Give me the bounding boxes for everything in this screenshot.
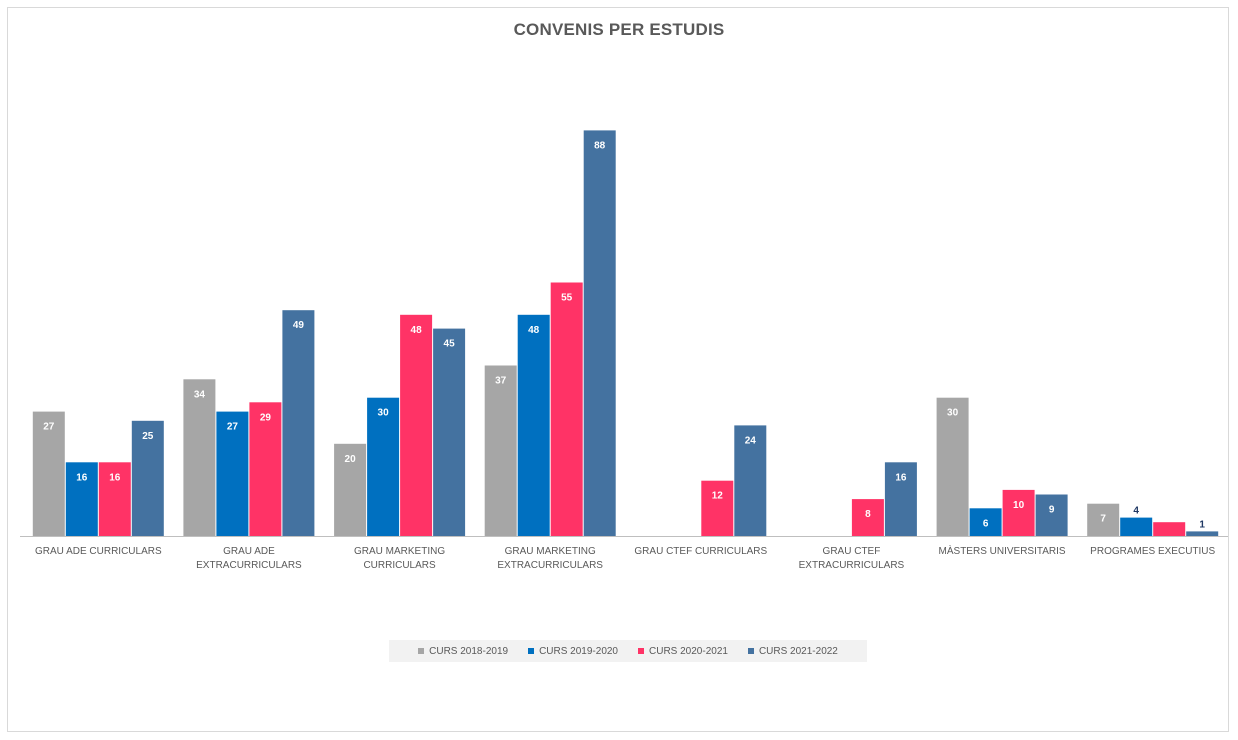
- bar: [884, 462, 917, 536]
- x-tick-label-line: EXTRACURRICULARS: [196, 560, 302, 571]
- data-label: 29: [260, 412, 272, 423]
- x-tick-label: GRAU CTEF EXTRACURRICULARS: [781, 545, 921, 573]
- x-tick-label: MÀSTERS UNIVERSITARIS: [932, 545, 1072, 559]
- data-label: 48: [411, 325, 423, 336]
- data-label: 48: [528, 325, 540, 336]
- chart-title: CONVENIS PER ESTUDIS: [513, 20, 725, 39]
- bar: [1186, 531, 1219, 536]
- x-tick-label: PROGRAMES EXECUTIUS: [1083, 545, 1223, 559]
- legend-item: CURS 2018-2019: [418, 646, 508, 657]
- bar: [131, 420, 164, 536]
- bar: [32, 411, 65, 536]
- data-label: 37: [495, 376, 507, 387]
- data-label: 34: [194, 389, 206, 400]
- legend-label: CURS 2019-2020: [539, 645, 618, 657]
- data-label: 6: [983, 518, 989, 529]
- data-label: 8: [865, 509, 871, 520]
- bar: [1087, 503, 1120, 536]
- data-label: 16: [109, 472, 121, 483]
- data-label: 9: [1049, 505, 1055, 516]
- x-tick-label-line: MÀSTERS UNIVERSITARIS: [938, 546, 1066, 557]
- data-label: 16: [895, 472, 907, 483]
- legend-swatch: [418, 648, 425, 654]
- data-label: 1: [1199, 519, 1205, 530]
- legend-swatch: [747, 648, 754, 654]
- bar: [1035, 494, 1068, 536]
- data-label: 25: [142, 431, 154, 442]
- bar: [183, 379, 216, 536]
- x-tick-label-line: GRAU MARKETING: [504, 546, 596, 557]
- bar: [550, 282, 583, 536]
- bar: [1002, 489, 1035, 536]
- legend-item: CURS 2019-2020: [528, 646, 618, 657]
- data-label: 4: [1133, 506, 1139, 517]
- bar: [400, 314, 433, 536]
- data-label: 88: [594, 140, 606, 151]
- bar: [249, 402, 282, 536]
- legend-label: CURS 2021-2022: [758, 645, 838, 657]
- x-tick-label: GRAU ADE CURRICULARS: [28, 545, 168, 559]
- bar: [701, 480, 734, 536]
- data-label: 27: [227, 422, 239, 433]
- bar: [517, 314, 550, 536]
- data-label: 30: [947, 408, 959, 419]
- data-label: 49: [293, 320, 305, 331]
- legend-item: CURS 2020-2021: [638, 646, 728, 657]
- x-tick-label-line: EXTRACURRICULARS: [798, 560, 905, 571]
- data-label: 45: [444, 339, 456, 350]
- bar: [98, 462, 131, 536]
- bar: [851, 499, 884, 536]
- data-label: 55: [561, 293, 573, 304]
- bar: [1153, 522, 1186, 536]
- bar: [334, 443, 367, 536]
- x-tick-label-line: GRAU MARKETING: [354, 546, 446, 557]
- x-tick-label: GRAU MARKETING EXTRACURRICULARS: [480, 545, 620, 573]
- bar: [1120, 517, 1153, 536]
- bar: [282, 310, 315, 536]
- bar: [969, 508, 1002, 536]
- data-label: 27: [43, 422, 55, 433]
- bar: [433, 328, 466, 536]
- bar: [583, 130, 616, 536]
- legend-swatch: [528, 648, 535, 654]
- x-tick-label-line: EXTRACURRICULARS: [497, 560, 603, 571]
- bar: [216, 411, 249, 536]
- data-label: 16: [76, 472, 88, 483]
- data-label: 7: [1100, 514, 1106, 525]
- x-tick-label-line: GRAU ADE: [223, 546, 275, 557]
- x-tick-label-line: CURRICULARS: [363, 560, 436, 571]
- chart-legend: CURS 2018-2019 CURS 2019-2020 CURS 2020-20…: [389, 640, 867, 662]
- legend-swatch: [638, 648, 644, 654]
- x-tick-label: GRAU ADE EXTRACURRICULARS: [179, 545, 319, 573]
- x-tick-label-line: GRAU ADE CURRICULARS: [34, 546, 162, 557]
- data-label: 20: [345, 454, 357, 465]
- bar: [484, 365, 517, 536]
- legend-label: CURS 2020-2021: [649, 645, 728, 657]
- x-tick-label-line: PROGRAMES EXECUTIUS: [1090, 546, 1216, 557]
- legend-item: CURS 2021-2022: [747, 645, 838, 657]
- x-tick-label-line: GRAU CTEF CURRICULARS: [634, 546, 768, 557]
- bar: [367, 397, 400, 536]
- x-tick-label: GRAU CTEF CURRICULARS: [631, 545, 771, 559]
- data-label: 10: [1013, 500, 1025, 511]
- data-label: 12: [712, 491, 724, 502]
- bar: [65, 462, 98, 536]
- chart-frame: [7, 7, 1229, 732]
- data-label: 30: [378, 408, 390, 419]
- x-tick-label-line: GRAU CTEF: [822, 546, 881, 557]
- bar: [734, 425, 767, 536]
- legend-label: CURS 2018-2019: [429, 645, 509, 657]
- x-tick-label: GRAU MARKETING CURRICULARS: [330, 545, 470, 573]
- data-label: 24: [745, 435, 757, 446]
- bar: [936, 397, 969, 536]
